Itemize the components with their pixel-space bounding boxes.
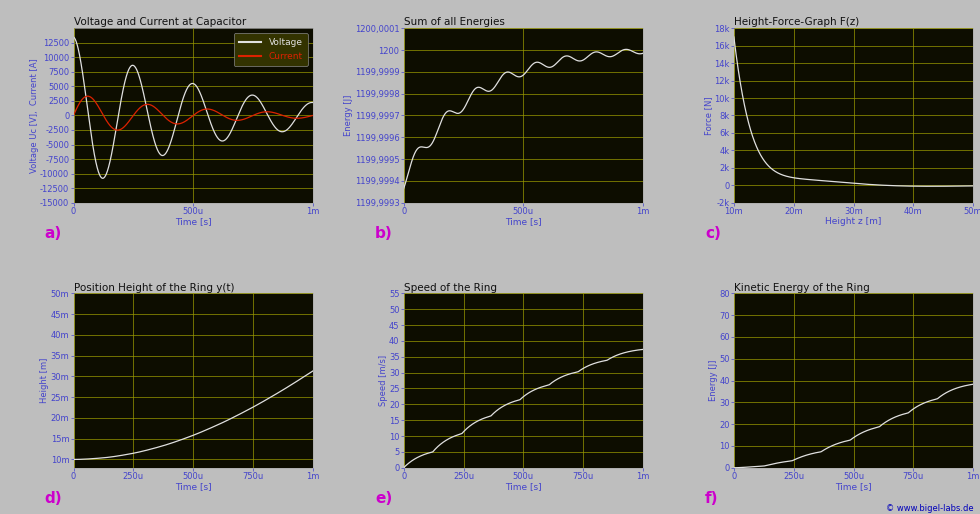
Y-axis label: Height [m]: Height [m] — [40, 358, 49, 403]
Text: Voltage and Current at Capacitor: Voltage and Current at Capacitor — [74, 17, 246, 27]
Text: Kinetic Energy of the Ring: Kinetic Energy of the Ring — [734, 283, 869, 292]
Text: b): b) — [375, 226, 393, 241]
X-axis label: Time [s]: Time [s] — [505, 482, 542, 491]
X-axis label: Height z [m]: Height z [m] — [825, 217, 882, 226]
X-axis label: Time [s]: Time [s] — [174, 482, 212, 491]
X-axis label: Time [s]: Time [s] — [174, 217, 212, 226]
Y-axis label: Speed [m/s]: Speed [m/s] — [378, 355, 387, 406]
Y-axis label: Energy [J]: Energy [J] — [709, 360, 717, 401]
Text: Speed of the Ring: Speed of the Ring — [404, 283, 497, 292]
Text: f): f) — [706, 491, 718, 506]
Legend: Voltage, Current: Voltage, Current — [233, 33, 309, 66]
Y-axis label: Force [N]: Force [N] — [704, 96, 712, 135]
Text: © www.bigel-labs.de: © www.bigel-labs.de — [886, 504, 973, 513]
Text: a): a) — [45, 226, 62, 241]
Text: e): e) — [375, 491, 392, 506]
Y-axis label: Energy [J]: Energy [J] — [344, 95, 354, 136]
Text: Height-Force-Graph F(z): Height-Force-Graph F(z) — [734, 17, 859, 27]
Y-axis label: Voltage Uc [V],  Current [A]: Voltage Uc [V], Current [A] — [29, 58, 38, 173]
Text: Sum of all Energies: Sum of all Energies — [404, 17, 505, 27]
Text: d): d) — [45, 491, 63, 506]
X-axis label: Time [s]: Time [s] — [505, 217, 542, 226]
Text: c): c) — [706, 226, 721, 241]
X-axis label: Time [s]: Time [s] — [835, 482, 872, 491]
Text: Position Height of the Ring y(t): Position Height of the Ring y(t) — [74, 283, 234, 292]
